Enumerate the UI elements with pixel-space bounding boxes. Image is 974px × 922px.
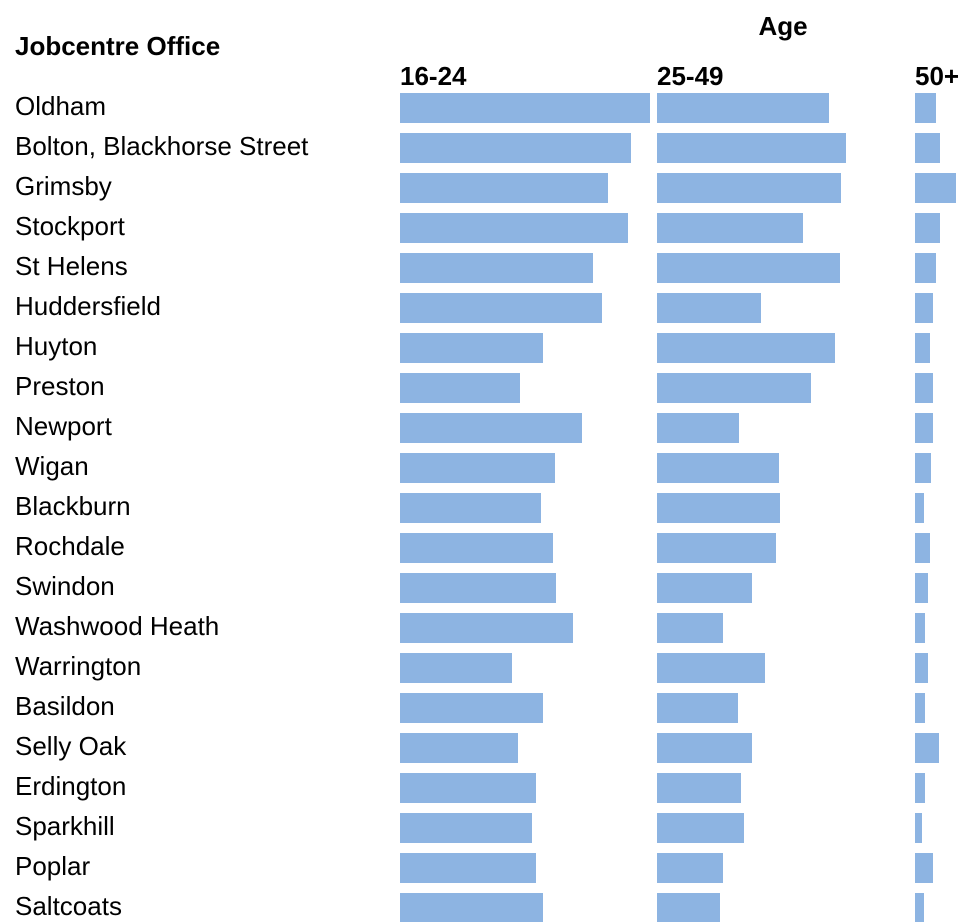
category-label: Grimsby — [15, 171, 112, 201]
bar — [400, 813, 532, 843]
bar — [657, 853, 723, 883]
category-label: Preston — [15, 371, 105, 401]
category-label: Newport — [15, 411, 113, 441]
bar — [915, 133, 940, 163]
category-label: Washwood Heath — [15, 611, 219, 641]
bar — [915, 733, 939, 763]
series-header: 50+ — [915, 61, 959, 91]
category-label: Stockport — [15, 211, 126, 241]
series-title: Age — [758, 11, 807, 41]
series-header: 16-24 — [400, 61, 467, 91]
bar — [915, 613, 925, 643]
bar — [400, 213, 628, 243]
bar — [657, 493, 780, 523]
bar — [915, 213, 940, 243]
bar — [915, 93, 936, 123]
category-label: Huddersfield — [15, 291, 161, 321]
category-label: Blackburn — [15, 491, 131, 521]
series-header: 25-49 — [657, 61, 724, 91]
bar — [400, 773, 536, 803]
bar — [400, 853, 536, 883]
bar — [400, 93, 650, 123]
bar — [915, 693, 925, 723]
bar — [657, 173, 841, 203]
category-label: Basildon — [15, 691, 115, 721]
bar — [400, 413, 582, 443]
bar — [915, 413, 933, 443]
category-label: Erdington — [15, 771, 126, 801]
bar — [400, 453, 555, 483]
bar — [657, 133, 846, 163]
bar — [915, 653, 928, 683]
bar — [915, 453, 931, 483]
category-label: Oldham — [15, 91, 106, 121]
bar — [915, 893, 924, 922]
bar — [915, 173, 956, 203]
bar — [400, 253, 593, 283]
bar — [657, 293, 761, 323]
category-label: St Helens — [15, 251, 128, 281]
bar — [915, 493, 924, 523]
bar — [400, 893, 543, 922]
bar — [657, 573, 752, 603]
bar — [915, 533, 930, 563]
bar — [915, 573, 928, 603]
bar — [400, 133, 631, 163]
category-label: Sparkhill — [15, 811, 115, 841]
bar — [915, 253, 936, 283]
bar — [400, 693, 543, 723]
bar — [657, 613, 723, 643]
bar — [657, 333, 835, 363]
category-label: Huyton — [15, 331, 97, 361]
bar — [915, 373, 933, 403]
category-label: Jobcentre Office — [15, 31, 220, 61]
category-label: Saltcoats — [15, 891, 122, 921]
bar — [915, 773, 925, 803]
bar — [915, 813, 922, 843]
bar — [657, 453, 779, 483]
bar — [657, 373, 811, 403]
bar — [657, 213, 803, 243]
bar — [657, 693, 738, 723]
bar — [400, 533, 553, 563]
bar — [915, 293, 933, 323]
category-label: Wigan — [15, 451, 89, 481]
bar — [657, 733, 752, 763]
bar — [657, 253, 840, 283]
bar — [400, 613, 573, 643]
bar — [657, 813, 744, 843]
bar — [657, 533, 776, 563]
bar — [657, 93, 829, 123]
category-label: Selly Oak — [15, 731, 127, 761]
bar — [400, 373, 520, 403]
bar — [915, 333, 930, 363]
bar — [657, 773, 741, 803]
bar — [657, 653, 765, 683]
bar — [400, 653, 512, 683]
bar — [400, 733, 518, 763]
category-label: Swindon — [15, 571, 115, 601]
bar — [915, 853, 933, 883]
category-label: Rochdale — [15, 531, 125, 561]
bar — [400, 493, 541, 523]
bar — [400, 293, 602, 323]
bar — [400, 173, 608, 203]
bar — [400, 573, 556, 603]
bar — [657, 893, 720, 922]
category-label: Warrington — [15, 651, 141, 681]
category-label: Bolton, Blackhorse Street — [15, 131, 309, 161]
category-label: Poplar — [15, 851, 90, 881]
bar — [657, 413, 739, 443]
bar — [400, 333, 543, 363]
